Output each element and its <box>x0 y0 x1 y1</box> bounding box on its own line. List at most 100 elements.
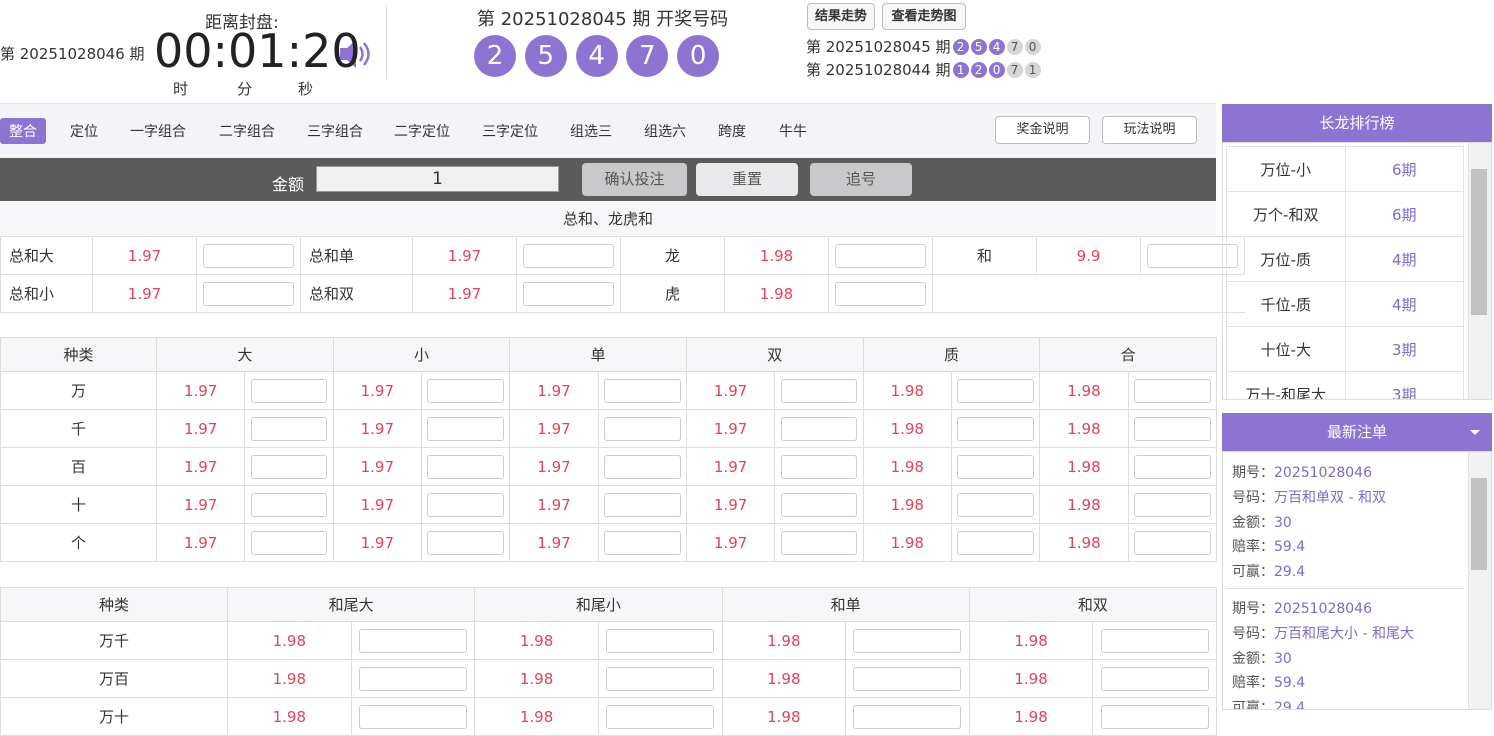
bet-input[interactable] <box>853 666 962 691</box>
input-cell <box>597 485 687 524</box>
odds: 1.98 <box>968 697 1094 736</box>
bet-input[interactable] <box>957 378 1035 403</box>
bet-value: 59.4 <box>1274 539 1306 556</box>
scroll-thumb[interactable] <box>1471 169 1487 315</box>
odds: 1.98 <box>1039 447 1129 486</box>
help-button[interactable]: 玩法说明 <box>1102 116 1197 144</box>
bet-input[interactable] <box>853 628 962 653</box>
bet-input[interactable] <box>358 704 467 729</box>
tab[interactable]: 二字定位 <box>394 124 450 140</box>
bet-label: 赔率： <box>1232 675 1274 692</box>
tab[interactable]: 牛牛 <box>779 124 807 140</box>
bet-button[interactable]: 确认投注 <box>582 163 687 196</box>
tab[interactable]: 三字组合 <box>307 124 363 140</box>
tab[interactable]: 组选六 <box>644 124 686 140</box>
bet-button[interactable]: 重置 <box>696 163 798 196</box>
history-ball: 2 <box>970 62 987 78</box>
help-button[interactable]: 奖金说明 <box>995 116 1090 144</box>
bet-input[interactable] <box>250 378 328 403</box>
tab[interactable]: 三字定位 <box>482 124 538 140</box>
tab[interactable]: 组选三 <box>570 124 612 140</box>
bet-input[interactable] <box>250 530 328 555</box>
bet-input[interactable] <box>957 530 1035 555</box>
bet-input[interactable] <box>1133 378 1211 403</box>
draw-ball: 5 <box>524 35 567 77</box>
sum-odds: 1.97 <box>92 274 197 313</box>
amount-input[interactable]: 1 <box>316 166 559 192</box>
bet-input[interactable] <box>606 704 715 729</box>
tab[interactable]: 定位 <box>70 124 98 140</box>
tab[interactable]: 整合 <box>0 118 46 144</box>
bet-input[interactable] <box>1133 492 1211 517</box>
dragon-panel: 万位-小 6期 万个-和双 6期 万位-质 4期 千位-质 4期 十位-大 3期 万十-和尾大 3期 <box>1222 142 1492 400</box>
row-name: 千 <box>0 409 157 448</box>
bet-label: 赔率： <box>1232 539 1274 556</box>
bet-input[interactable] <box>606 628 715 653</box>
bet-input[interactable] <box>780 530 858 555</box>
bet-input[interactable] <box>780 378 858 403</box>
tab[interactable]: 二字组合 <box>219 124 275 140</box>
bet-input[interactable] <box>1100 666 1209 691</box>
bet-input[interactable] <box>427 530 505 555</box>
odds: 1.97 <box>509 447 599 486</box>
bet-input[interactable] <box>250 416 328 441</box>
bet-input[interactable] <box>780 492 858 517</box>
caret[interactable] <box>1470 430 1480 440</box>
bet-input[interactable] <box>523 281 614 306</box>
bet-input[interactable] <box>1100 628 1209 653</box>
bet-button[interactable]: 追号 <box>810 163 912 196</box>
bet-input[interactable] <box>853 704 962 729</box>
bet-input[interactable] <box>250 454 328 479</box>
input-cell <box>350 659 476 698</box>
bet-input[interactable] <box>957 492 1035 517</box>
timer: 00:01:20 <box>154 24 361 78</box>
input-cell <box>420 409 511 448</box>
sound-icon[interactable] <box>338 38 374 70</box>
bet-input[interactable] <box>523 243 614 268</box>
table-row: 万 1.97 1.97 1.97 1.97 1.98 1.98 <box>0 371 1217 410</box>
bet-input[interactable] <box>835 243 926 268</box>
history-ball: 2 <box>952 39 969 55</box>
column-header: 合 <box>1039 337 1217 372</box>
bet-input[interactable] <box>835 281 926 306</box>
dragon-value: 6期 <box>1344 191 1464 237</box>
bet-input[interactable] <box>603 454 681 479</box>
input-cell <box>845 697 970 736</box>
bet-input[interactable] <box>250 492 328 517</box>
bet-input[interactable] <box>957 416 1035 441</box>
history-ball: 7 <box>1006 62 1023 78</box>
sum-input-cell <box>828 274 933 313</box>
bet-input[interactable] <box>427 416 505 441</box>
bet-input[interactable] <box>358 628 467 653</box>
tab[interactable]: 跨度 <box>718 124 746 140</box>
bet-input[interactable] <box>427 454 505 479</box>
column-header: 种类 <box>0 587 228 622</box>
bet-input[interactable] <box>1133 416 1211 441</box>
scroll-thumb[interactable] <box>1471 478 1487 570</box>
bet-input[interactable] <box>427 378 505 403</box>
bet-input[interactable] <box>957 454 1035 479</box>
bet-input[interactable] <box>1133 454 1211 479</box>
bet-input[interactable] <box>1100 704 1209 729</box>
bet-input[interactable] <box>203 243 294 268</box>
bet-input[interactable] <box>603 492 681 517</box>
bet-input[interactable] <box>606 666 715 691</box>
bet-input[interactable] <box>358 666 467 691</box>
bet-input[interactable] <box>427 492 505 517</box>
bet-input[interactable] <box>780 454 858 479</box>
trend-button[interactable]: 查看走势图 <box>882 3 966 30</box>
history-issue: 第 20251028044 期 <box>806 61 951 79</box>
bet-input[interactable] <box>1133 530 1211 555</box>
history-ball: 5 <box>970 39 987 55</box>
trend-button[interactable]: 结果走势 <box>807 3 875 30</box>
bet-input[interactable] <box>203 281 294 306</box>
bet-input[interactable] <box>780 416 858 441</box>
dragon-row: 千位-质 4期 <box>1226 281 1464 327</box>
sum-input-cell <box>196 236 301 275</box>
bet-input[interactable] <box>603 378 681 403</box>
bet-input[interactable] <box>603 530 681 555</box>
bet-input[interactable] <box>603 416 681 441</box>
tab[interactable]: 一字组合 <box>130 124 186 140</box>
